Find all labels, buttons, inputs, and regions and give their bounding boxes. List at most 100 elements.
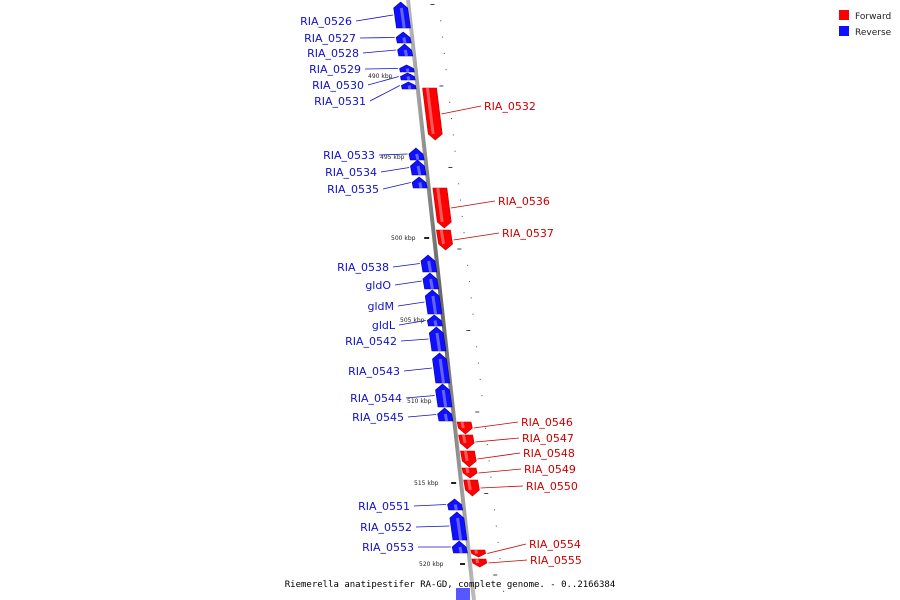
reverse-gene-arrow[interactable] <box>400 72 416 81</box>
gene-label[interactable]: RIA_0547 <box>522 432 574 445</box>
leader-line <box>364 68 398 70</box>
reverse-gene-arrow[interactable] <box>447 498 464 511</box>
gene-label[interactable]: gldL <box>372 319 396 332</box>
gene-label[interactable]: RIA_0554 <box>529 538 581 551</box>
tick-mark <box>467 264 469 266</box>
gene-label[interactable]: RIA_0535 <box>327 183 379 196</box>
forward-gene-arrow[interactable] <box>458 434 475 450</box>
tick-mark <box>454 150 456 152</box>
tick-mark <box>476 346 478 348</box>
legend-forward-swatch <box>839 10 849 20</box>
reverse-gene-arrow[interactable] <box>456 588 470 600</box>
gene-label[interactable]: gldO <box>365 279 391 292</box>
gene-label[interactable]: RIA_0555 <box>530 554 582 567</box>
tick-mark <box>479 378 481 380</box>
gene-label[interactable]: RIA_0544 <box>350 392 402 405</box>
legend-forward-label: Forward <box>855 12 891 22</box>
forward-gene-labels: RIA_0532 RIA_0536 RIA_0537 RIA_0546 RIA_… <box>484 100 582 567</box>
leader-line <box>382 182 411 190</box>
forward-gene-arrow[interactable] <box>471 558 488 568</box>
gene-label[interactable]: RIA_0527 <box>304 32 356 45</box>
gene-label[interactable]: RIA_0529 <box>309 63 361 76</box>
tick-mark <box>502 590 504 592</box>
gene-label[interactable]: RIA_0549 <box>524 463 576 476</box>
tick-mark <box>458 183 460 185</box>
reverse-gene-arrow[interactable] <box>428 326 447 352</box>
gene-label[interactable]: RIA_0551 <box>358 500 410 513</box>
reverse-gene-arrow[interactable] <box>424 289 443 315</box>
forward-gene-arrow[interactable] <box>461 467 478 479</box>
gene-label[interactable]: RIA_0528 <box>307 47 359 60</box>
gene-label[interactable]: RIA_0533 <box>323 149 375 162</box>
forward-gene-arrow[interactable] <box>436 229 453 251</box>
gene-label[interactable]: RIA_0531 <box>314 95 366 108</box>
reverse-gene-arrow[interactable] <box>420 254 438 273</box>
tick-mark <box>493 574 498 576</box>
gene-label[interactable]: RIA_0550 <box>526 480 578 493</box>
reverse-gene-arrow[interactable] <box>399 64 415 73</box>
gene-features <box>355 1 528 600</box>
leader-line <box>398 320 426 326</box>
tick-mark <box>486 444 488 446</box>
reverse-gene-arrow[interactable] <box>437 407 454 422</box>
gene-label[interactable]: RIA_0537 <box>502 227 554 240</box>
reverse-gene-arrow[interactable] <box>432 352 451 384</box>
gene-label[interactable]: RIA_0553 <box>362 541 414 554</box>
legend: Forward Reverse <box>839 10 892 38</box>
tick-mark <box>449 101 451 103</box>
gene-label[interactable]: RIA_0530 <box>312 79 364 92</box>
gene-label[interactable]: RIA_0543 <box>348 365 400 378</box>
tick-mark <box>448 167 453 168</box>
leader-line <box>397 301 425 307</box>
reverse-gene-arrow[interactable] <box>393 1 411 29</box>
forward-gene-arrow[interactable] <box>422 87 443 141</box>
leader-line <box>378 153 408 156</box>
tick-mark <box>495 525 497 527</box>
major-tick-mark <box>451 482 457 484</box>
tick-mark <box>477 362 479 364</box>
forward-gene-arrow[interactable] <box>456 421 473 435</box>
tick-label-500: 500 kbp <box>391 235 416 242</box>
reverse-gene-arrow[interactable] <box>408 147 425 161</box>
gene-label[interactable]: RIA_0552 <box>360 521 412 534</box>
gene-label[interactable]: RIA_0526 <box>300 15 352 28</box>
leader-line <box>453 232 500 241</box>
leader-line <box>405 395 435 399</box>
leader-line <box>451 200 496 209</box>
forward-gene-arrow[interactable] <box>463 479 480 497</box>
leader-line <box>415 525 450 528</box>
reverse-gene-arrow[interactable] <box>426 314 443 327</box>
genome-backbone <box>406 0 476 600</box>
leader-line <box>394 280 422 286</box>
major-tick-mark <box>460 563 466 565</box>
forward-gene-arrow[interactable] <box>432 187 452 229</box>
forward-gene-arrow[interactable] <box>470 549 486 558</box>
gene-label[interactable]: RIA_0545 <box>352 411 404 424</box>
reverse-gene-arrow[interactable] <box>422 272 440 290</box>
reverse-gene-arrow[interactable] <box>411 176 428 189</box>
reverse-gene-arrow[interactable] <box>410 159 427 176</box>
gene-label[interactable]: RIA_0538 <box>337 261 389 274</box>
tick-label-490: 490 kbp <box>368 73 393 80</box>
reverse-gene-arrow[interactable] <box>435 383 453 408</box>
gene-label[interactable]: RIA_0536 <box>498 195 550 208</box>
gene-label[interactable]: gldM <box>367 300 394 313</box>
tick-mark <box>485 427 487 429</box>
reverse-gene-arrow[interactable] <box>451 540 468 554</box>
tick-mark <box>494 509 496 511</box>
reverse-gene-arrow[interactable] <box>397 43 414 57</box>
reverse-gene-arrow[interactable] <box>401 81 417 90</box>
reverse-gene-arrow[interactable] <box>395 31 412 44</box>
gene-label[interactable]: RIA_0546 <box>521 416 573 429</box>
forward-gene-arrow[interactable] <box>460 450 477 468</box>
tick-mark <box>452 134 454 136</box>
gene-label[interactable]: RIA_0542 <box>345 335 397 348</box>
gene-label[interactable]: RIA_0548 <box>523 447 575 460</box>
gene-label[interactable]: RIA_0532 <box>484 100 536 113</box>
leader-line <box>367 76 399 86</box>
gene-label[interactable]: RIA_0534 <box>325 166 377 179</box>
tick-label-515: 515 kbp <box>414 480 439 487</box>
reverse-gene-labels: RIA_0526 RIA_0527 RIA_0528 RIA_0529 RIA_… <box>300 15 414 554</box>
tick-mark <box>463 232 465 234</box>
reverse-gene-arrow[interactable] <box>449 511 468 541</box>
